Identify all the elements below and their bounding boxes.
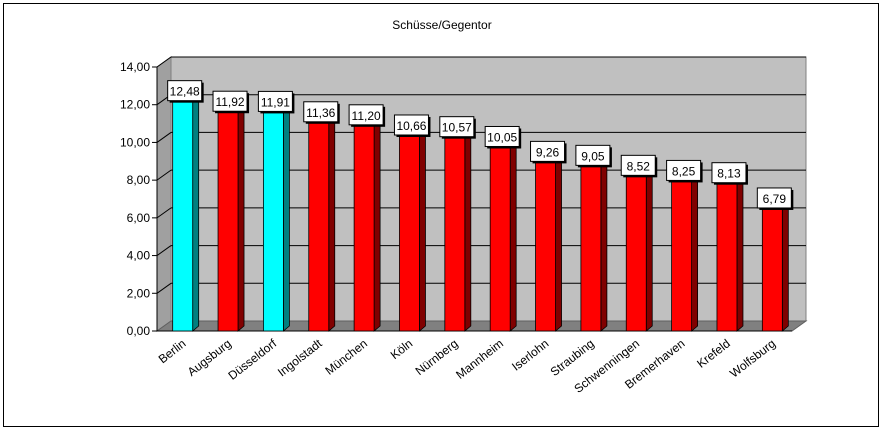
bar-side — [192, 89, 200, 332]
bar-side — [237, 100, 245, 332]
bar-side — [509, 135, 517, 332]
y-tick-label: 10,00 — [120, 135, 150, 149]
bar — [172, 95, 194, 332]
data-label-box — [439, 116, 475, 138]
gridline-depth — [156, 132, 172, 143]
chart-floor — [155, 320, 808, 332]
y-tick-label: 8,00 — [127, 173, 151, 187]
data-label-box — [303, 101, 339, 123]
data-label-box — [167, 80, 203, 102]
data-label-box — [257, 90, 293, 112]
data-label-box — [212, 90, 248, 112]
y-tick-label: 4,00 — [127, 249, 151, 263]
data-label: 10,66 — [396, 119, 426, 133]
data-label: 8,52 — [627, 159, 651, 173]
x-tick-label: Ingolstadt — [275, 336, 325, 379]
x-tick-label: Köln — [388, 336, 416, 362]
data-label: 10,05 — [487, 130, 517, 144]
data-label: 9,26 — [536, 145, 560, 159]
bar-side — [645, 164, 653, 332]
bar-side — [691, 169, 699, 332]
y-tick-label: 0,00 — [127, 324, 151, 338]
bar-side — [419, 124, 426, 332]
x-tick-label: München — [322, 336, 370, 377]
bar — [262, 106, 284, 332]
bar — [535, 155, 556, 332]
data-label-box — [756, 187, 792, 209]
bar — [761, 202, 783, 332]
bar — [308, 116, 330, 332]
data-label-box — [348, 104, 384, 126]
bar — [217, 105, 239, 332]
bar — [353, 119, 375, 332]
bar — [671, 175, 693, 332]
data-label: 11,20 — [352, 109, 381, 123]
data-label: 9,05 — [581, 149, 605, 163]
x-tick-label: Krefeld — [694, 336, 733, 370]
gridline-depth — [156, 56, 172, 68]
bar-side — [373, 113, 381, 332]
x-tick-label: Mannheim — [453, 336, 506, 382]
chart-title: Schüsse/Gegentor — [392, 18, 492, 32]
bar-side — [736, 171, 744, 332]
data-label-box — [666, 159, 702, 181]
gridline-depth — [156, 207, 172, 219]
data-label: 11,36 — [306, 106, 335, 120]
y-tick-label: 12,00 — [120, 98, 150, 112]
x-tick-label: Wolfsburg — [727, 336, 778, 380]
data-label-box — [620, 154, 656, 176]
data-label: 12,48 — [170, 85, 200, 99]
bar-side — [328, 110, 336, 332]
data-label: 11,91 — [261, 95, 290, 109]
bar-side — [555, 150, 562, 332]
data-label-box — [484, 125, 520, 147]
data-label-box — [530, 140, 566, 162]
gridline-depth — [156, 245, 172, 256]
y-tick-label: 6,00 — [127, 211, 151, 225]
data-label: 10,57 — [442, 121, 472, 135]
bar-side — [781, 197, 789, 332]
bar — [716, 177, 738, 332]
data-label: 8,25 — [672, 164, 696, 178]
x-tick-label: Berlin — [156, 336, 189, 366]
x-tick-label: Düsseldorf — [225, 336, 279, 383]
bar — [444, 131, 466, 332]
bar-side — [282, 100, 290, 332]
y-tick-label: 2,00 — [127, 286, 151, 300]
data-label: 11,92 — [215, 95, 244, 109]
data-label-box — [393, 114, 429, 136]
data-label: 8,13 — [717, 167, 741, 181]
bar — [580, 159, 602, 332]
data-label-box — [711, 162, 747, 184]
x-tick-label: Iserlohn — [509, 336, 551, 373]
data-label: 6,79 — [763, 192, 787, 206]
gridline-depth — [156, 282, 172, 294]
y-tick-label: 14,00 — [120, 60, 150, 74]
bar — [625, 169, 647, 332]
bar — [489, 141, 511, 332]
bar-side — [464, 125, 472, 332]
data-label-box — [575, 144, 611, 166]
bar-side — [600, 154, 608, 332]
bar — [399, 129, 420, 332]
gridline-depth — [156, 169, 172, 181]
